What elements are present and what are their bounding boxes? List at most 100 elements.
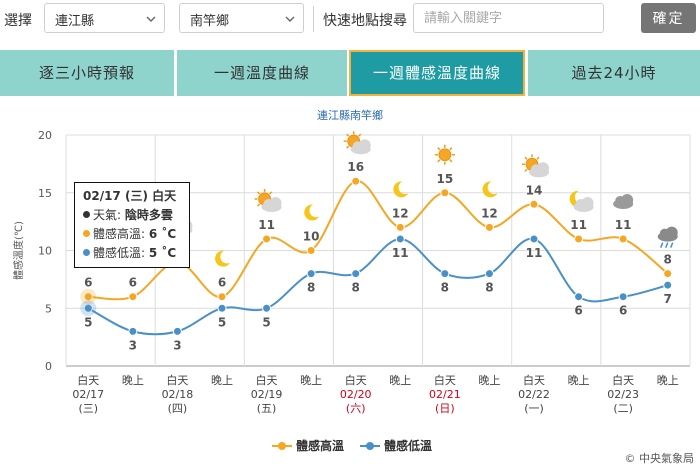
data-label-high: 8 <box>664 253 672 267</box>
point-low <box>172 326 182 336</box>
legend-marker <box>278 442 286 450</box>
tooltip-low-row: 體感低溫: 5 ˚C <box>83 244 181 263</box>
chart-area: 連江縣南竿鄉 0 5 10 15 20 體感溫度(℃) 白天 02/17 (三) 晚上 白天 02/18… <box>0 98 700 472</box>
y-tick-label: 5 <box>45 302 52 315</box>
data-label-low: 8 <box>485 281 493 295</box>
tab-weekly-apparent-temp[interactable]: 一週體感溫度曲線 <box>349 50 525 96</box>
weather-dot <box>83 211 90 218</box>
hover-halo-low <box>80 300 97 317</box>
x-tick-period: 晚上 <box>478 374 500 387</box>
x-tick-date: 02/17 <box>72 388 104 401</box>
point-low <box>618 292 628 302</box>
tooltip-low-label: 體感低溫: <box>93 246 149 260</box>
x-tick-period: 晚上 <box>211 374 233 387</box>
data-label-low: 8 <box>307 281 315 295</box>
x-tick-period: 白天 <box>345 373 367 387</box>
tab-3hr-forecast[interactable]: 逐三小時預報 <box>0 50 174 96</box>
location-toolbar: 選擇 連江縣 南竿鄉 快速地點搜尋 確定 <box>0 0 700 44</box>
chart-tooltip: 02/17 (三) 白天 天氣: 陰時多雲 體感高溫: 6 ˚C 體感低溫: 5… <box>74 182 190 268</box>
point-low <box>663 280 673 290</box>
data-label-low: 5 <box>262 315 270 329</box>
x-tick-dow: (三) <box>78 402 98 415</box>
data-label-high: 16 <box>347 160 364 174</box>
township-select-value: 南竿鄉 <box>190 14 230 29</box>
x-tick-period: 白天 <box>434 373 456 387</box>
data-label-low: 11 <box>392 246 409 260</box>
data-label-low: 6 <box>619 304 627 318</box>
data-label-low: 5 <box>218 315 226 329</box>
y-axis-label: 體感溫度(℃) <box>12 221 25 280</box>
point-low <box>306 269 316 279</box>
point-high <box>217 292 227 302</box>
data-label-low: 5 <box>84 315 92 329</box>
data-label-low: 8 <box>441 281 449 295</box>
point-high <box>128 292 138 302</box>
search-input[interactable] <box>413 3 604 33</box>
moon-icon <box>482 181 498 198</box>
data-label-low: 8 <box>352 281 360 295</box>
point-high <box>574 234 584 244</box>
point-high <box>484 222 494 232</box>
sun-cloud-icon <box>254 188 282 212</box>
x-tick-period: 晚上 <box>122 374 144 387</box>
sun-icon <box>434 144 455 165</box>
copyright-text: © 中央氣象局 <box>624 452 695 465</box>
x-tick-period: 晚上 <box>389 374 411 387</box>
x-tick-period: 白天 <box>523 373 545 387</box>
x-tick-date: 02/20 <box>340 388 372 401</box>
point-high <box>529 199 539 209</box>
x-tick-dow: (一) <box>524 402 544 415</box>
point-low <box>484 269 494 279</box>
data-label-high: 6 <box>129 276 137 290</box>
tooltip-high-value: 6 ˚C <box>148 227 177 241</box>
x-tick-date: 02/23 <box>607 388 639 401</box>
tab-past-24hr[interactable]: 過去24小時 <box>528 50 700 96</box>
x-tick-period: 白天 <box>612 373 634 387</box>
point-low <box>83 303 93 313</box>
county-select[interactable]: 連江縣 <box>44 3 165 33</box>
x-tick-dow: (五) <box>257 402 277 415</box>
point-low <box>395 234 405 244</box>
data-label-high: 11 <box>570 218 587 232</box>
legend-label: 體感高溫 <box>296 438 344 453</box>
point-high <box>395 222 405 232</box>
x-tick-period: 白天 <box>77 373 99 387</box>
tooltip-high-label: 體感高溫: <box>93 227 149 241</box>
point-high <box>83 292 93 302</box>
x-tick-period: 白天 <box>256 373 278 387</box>
data-label-high: 12 <box>481 206 498 220</box>
y-tick-label: 10 <box>38 245 52 258</box>
legend-label: 體感低溫 <box>384 438 432 453</box>
point-low <box>262 303 272 313</box>
tab-weekly-temp[interactable]: 一週溫度曲線 <box>177 50 347 96</box>
x-tick-dow: (四) <box>168 402 188 415</box>
confirm-button[interactable]: 確定 <box>641 3 696 33</box>
county-select-value: 連江縣 <box>55 14 95 29</box>
x-tick-dow: (二) <box>613 402 633 415</box>
data-label-high: 15 <box>437 172 454 186</box>
data-label-high: 6 <box>84 276 92 290</box>
township-select[interactable]: 南竿鄉 <box>179 3 304 33</box>
point-low <box>128 326 138 336</box>
tooltip-title: 02/17 (三) 白天 <box>83 189 177 203</box>
tooltip-high-row: 體感高溫: 6 ˚C <box>83 225 181 244</box>
point-high <box>262 234 272 244</box>
low-dot <box>83 249 90 256</box>
x-tick-dow: (六) <box>346 402 366 415</box>
x-tick-dow: (日) <box>435 402 455 415</box>
x-tick-period: 晚上 <box>300 374 322 387</box>
rain-icon <box>657 226 678 248</box>
tooltip-weather-label: 天氣: <box>93 208 125 222</box>
data-label-high: 11 <box>615 218 632 232</box>
data-label-high: 14 <box>526 183 543 197</box>
select-label: 選擇 <box>4 13 32 29</box>
x-tick-date: 02/18 <box>162 388 194 401</box>
moon-icon <box>215 250 230 267</box>
point-high <box>440 188 450 198</box>
y-tick-label: 20 <box>38 129 52 142</box>
x-tick-period: 晚上 <box>657 374 679 387</box>
legend-marker <box>366 442 374 450</box>
x-tick-date: 02/19 <box>251 388 283 401</box>
x-tick-period: 白天 <box>166 373 188 387</box>
point-high <box>306 246 316 255</box>
